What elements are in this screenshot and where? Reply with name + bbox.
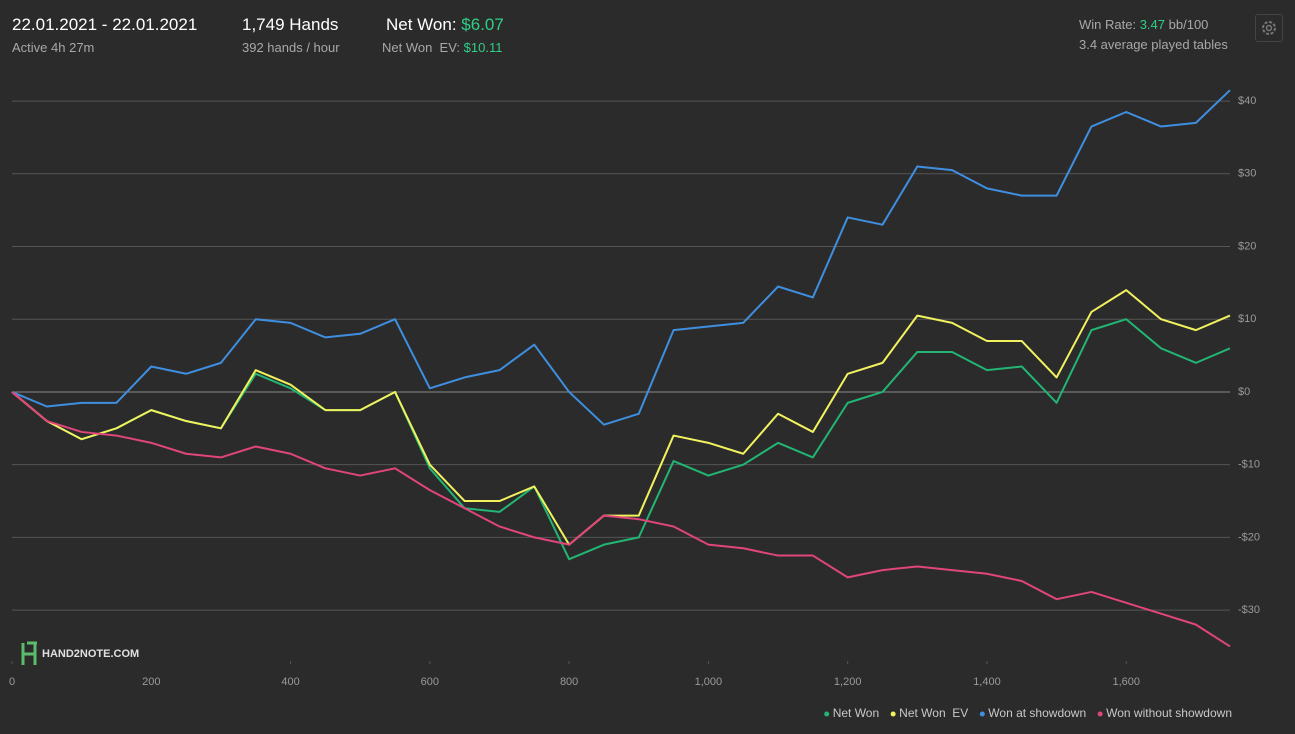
legend-label: Won without showdown xyxy=(1106,706,1232,720)
hands-per-hour: 392 hands / hour xyxy=(242,40,340,55)
net-won-value: $6.07 xyxy=(461,15,504,34)
y-tick-label: -$10 xyxy=(1238,459,1260,471)
gear-icon xyxy=(1262,21,1276,35)
x-tick-label: 200 xyxy=(142,676,160,688)
logo: HAND2NOTE.COM xyxy=(14,638,164,670)
hands: 1,749 Hands xyxy=(242,15,339,34)
x-tick-label: 1,600 xyxy=(1112,676,1140,688)
active-time: Active 4h 27m xyxy=(12,40,95,55)
legend-label: Net Won EV xyxy=(899,706,968,720)
y-tick-label: $20 xyxy=(1238,240,1256,252)
legend-dot xyxy=(824,711,830,717)
y-tick-label: $40 xyxy=(1238,95,1256,107)
legend-item: Won without showdown xyxy=(1097,706,1232,720)
logo-text: HAND2NOTE.COM xyxy=(42,648,139,660)
y-tick-label: -$20 xyxy=(1238,531,1260,543)
settings-button[interactable] xyxy=(1255,14,1283,42)
legend-label: Won at showdown xyxy=(988,706,1086,720)
tables: 3.4 average played tables xyxy=(1079,37,1228,52)
legend-item: Won at showdown xyxy=(979,706,1086,720)
series-line xyxy=(11,318,1231,561)
date-range: 22.01.2021 - 22.01.2021 xyxy=(12,15,198,34)
legend-item: Net Won xyxy=(824,706,879,720)
y-tick-label: $30 xyxy=(1238,168,1256,180)
win-rate: Win Rate: 3.47 bb/100 xyxy=(1079,17,1208,32)
y-tick-label: $0 xyxy=(1238,386,1250,398)
x-tick-label: 800 xyxy=(560,676,578,688)
x-tick-label: 400 xyxy=(281,676,299,688)
logo-bg xyxy=(14,638,164,670)
net-won: Net Won: $6.07 xyxy=(386,15,504,35)
x-tick-label: 1,200 xyxy=(834,676,862,688)
net-won-ev-label: Net Won EV: xyxy=(382,40,461,55)
net-won-label: Net Won: xyxy=(386,15,457,34)
y-tick-label: $10 xyxy=(1238,313,1256,325)
series-line xyxy=(11,391,1231,648)
x-tick-label: 1,400 xyxy=(973,676,1001,688)
win-rate-label: Win Rate: xyxy=(1079,17,1137,32)
y-tick-label: -$30 xyxy=(1238,604,1260,616)
net-won-ev-value: $10.11 xyxy=(463,40,503,55)
legend-dot xyxy=(979,711,985,717)
legend-label: Net Won xyxy=(833,706,879,720)
legend-dot xyxy=(1097,711,1103,717)
series-line xyxy=(11,289,1231,546)
net-won-ev: Net Won EV: $10.11 xyxy=(382,40,502,55)
legend-item: Net Won EV xyxy=(890,706,968,720)
series-line xyxy=(11,89,1231,426)
x-tick-label: 0 xyxy=(9,676,15,688)
win-rate-value: 3.47 xyxy=(1139,17,1166,32)
x-tick-label: 600 xyxy=(421,676,439,688)
win-rate-unit: bb/100 xyxy=(1168,17,1209,32)
legend-dot xyxy=(890,711,896,717)
logo-icon xyxy=(21,641,37,665)
x-tick-label: 1,000 xyxy=(695,676,723,688)
